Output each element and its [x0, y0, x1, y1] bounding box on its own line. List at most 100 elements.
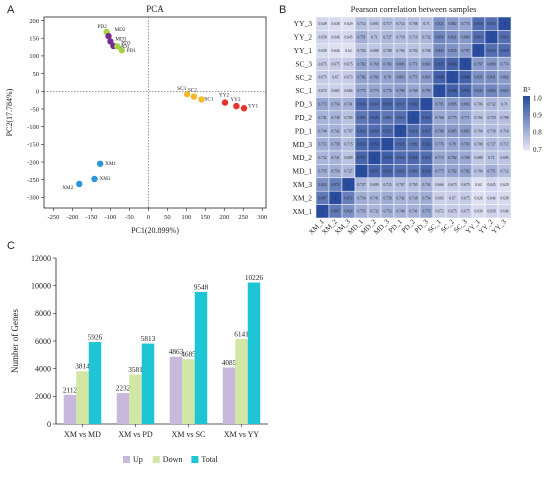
- heatmap-cell-value: 0.802: [500, 76, 508, 80]
- legend-label-up: Up: [133, 455, 143, 464]
- heatmap-cell-value: 0.783: [383, 62, 391, 66]
- bar-up: [116, 393, 130, 424]
- heatmap-cell-value: 0.741: [409, 210, 417, 214]
- heatmap-cell-value: 0.805: [422, 76, 430, 80]
- heatmap-cell-value: 0.705: [344, 116, 352, 120]
- heatmap-cell-value: 0.646: [331, 36, 339, 40]
- colorbar-segment: [523, 139, 530, 143]
- heatmap-cell-value: 0.688: [370, 49, 378, 53]
- pca-point-label: YY2: [219, 93, 229, 99]
- heatmap-cell-value: 0.912: [396, 116, 404, 120]
- colorbar-segment: [523, 101, 530, 105]
- heatmap-cell-value: 0.854: [435, 36, 443, 40]
- bar-down: [235, 339, 248, 424]
- heatmap-cell-value: 0.706: [422, 49, 430, 53]
- heatmap-row-label: SC_3: [295, 59, 312, 68]
- heatmap-cell-value: 0.639: [318, 49, 326, 53]
- heatmap-cell-value: 0.629: [500, 183, 508, 187]
- heatmap-cell-value: 1: [413, 116, 415, 120]
- heatmap-row-label: MD_1: [292, 167, 312, 176]
- heatmap-cell-value: 0.913: [500, 36, 508, 40]
- heatmap-cell-value: 0.796: [435, 129, 443, 133]
- heatmap-cell-value: 0.741: [422, 183, 430, 187]
- pca-x-tick-label: 50: [164, 214, 171, 221]
- heatmap-cell-value: 1: [426, 103, 428, 107]
- heatmap-cell-value: 0.935: [461, 89, 469, 93]
- heatmap-cell-value: 1: [478, 49, 480, 53]
- heatmap-cell-value: 0.809: [461, 36, 469, 40]
- heatmap-cell-value: 0.71: [501, 103, 507, 107]
- pca-point-label: XM1: [105, 161, 116, 167]
- heatmap-cell-value: 0.948: [448, 89, 456, 93]
- heatmap-cell-value: 0.824: [344, 210, 352, 214]
- heatmap-cell-value: 0.912: [396, 170, 404, 174]
- heatmap-cell-value: 0.675: [318, 76, 326, 80]
- panel-a-letter: A: [7, 4, 15, 16]
- heatmap-cell-value: 0.887: [318, 196, 326, 200]
- heatmap-cell-value: 0.688: [474, 156, 482, 160]
- heatmap-cell-value: 0.732: [422, 36, 430, 40]
- heatmap-cell-value: 1: [374, 156, 376, 160]
- pca-y-tick-label: -200: [27, 159, 39, 166]
- heatmap-cell-value: 0.702: [474, 116, 482, 120]
- heatmap-cell-value: 0.805: [448, 103, 456, 107]
- heatmap-cell-value: 0.67: [449, 196, 455, 200]
- colorbar-tick-label: 0.8: [533, 129, 542, 137]
- heatmap-cell-value: 1: [465, 62, 467, 66]
- heatmap-cell-value: 0.893: [409, 170, 417, 174]
- heatmap-cell-value: 1: [504, 22, 506, 26]
- colorbar-segment: [523, 147, 530, 151]
- heatmap-cell-value: 0.712: [500, 170, 508, 174]
- heatmap-cell-value: 0.753: [383, 210, 391, 214]
- heatmap-cell-value: 0.741: [318, 116, 326, 120]
- heatmap-cell-value: 0.953: [383, 156, 391, 160]
- bar-value-label: 9548: [194, 282, 209, 291]
- heatmap-cell-value: 0.714: [500, 129, 508, 133]
- heatmap-cell-value: 0.717: [500, 143, 508, 147]
- pca-point-sc1: [198, 96, 205, 103]
- pca-y-tick-label: 0: [36, 89, 39, 96]
- heatmap-cell-value: 0.645: [344, 36, 352, 40]
- heatmap-cell-value: 0.741: [331, 156, 339, 160]
- heatmap-cell-value: 0.797: [461, 49, 469, 53]
- colorbar-segment: [523, 98, 530, 102]
- pca-plot-frame: [43, 16, 267, 209]
- pca-point-label: MD3: [115, 36, 126, 42]
- colorbar-segment: [523, 114, 530, 118]
- pca-point-label: PD1: [127, 48, 137, 54]
- heatmap-cell-value: 0.707: [396, 183, 404, 187]
- heatmap-cell-value: 0.831: [448, 36, 456, 40]
- heatmap-cell-value: 0.741: [344, 103, 352, 107]
- heatmap-cell-value: 0.887: [331, 210, 339, 214]
- heatmap-cell-value: 0.854: [487, 89, 495, 93]
- heatmap-row-label: XM_3: [292, 180, 312, 189]
- heatmap-col-label: YY_3: [490, 217, 508, 235]
- heatmap-cell-value: 0.707: [344, 129, 352, 133]
- bar-y-tick-label: 4000: [35, 364, 51, 373]
- heatmap-cell-value: 0.71: [488, 156, 494, 160]
- pca-x-tick-label: 200: [219, 214, 229, 221]
- bar-category-label: XM vs SC: [172, 430, 206, 439]
- pca-x-tick-label: -200: [67, 214, 79, 221]
- pca-point-label: SC1: [204, 96, 213, 102]
- heatmap-cell-value: 0.803: [422, 62, 430, 66]
- pca-title: PCA: [146, 4, 164, 14]
- heatmap-row-label: MD_2: [292, 153, 312, 162]
- heatmap-cell-value: 0.638: [500, 196, 508, 200]
- heatmap-cell-value: 0.715: [344, 143, 352, 147]
- heatmap-cell-value: 1: [400, 129, 402, 133]
- heatmap-row-label: PD_2: [295, 113, 312, 122]
- pca-y-tick-label: 200: [29, 18, 39, 25]
- colorbar-segment: [523, 125, 530, 129]
- heatmap-cell-value: 0.675: [344, 62, 352, 66]
- bar-category-label: XM vs YY: [224, 430, 259, 439]
- pca-point-label: PD3: [121, 40, 131, 46]
- heatmap-cell-value: 0.914: [474, 36, 482, 40]
- heatmap-row-label: SC_2: [295, 73, 312, 82]
- heatmap-cell-value: 0.754: [331, 103, 339, 107]
- pca-point-label: YY3: [230, 97, 240, 103]
- heatmap-cell-value: 0.744: [318, 129, 326, 133]
- pca-y-tick-label: -300: [27, 195, 39, 202]
- heatmap-cell-value: 0.629: [344, 22, 352, 26]
- heatmap-cell-value: 0.782: [461, 170, 469, 174]
